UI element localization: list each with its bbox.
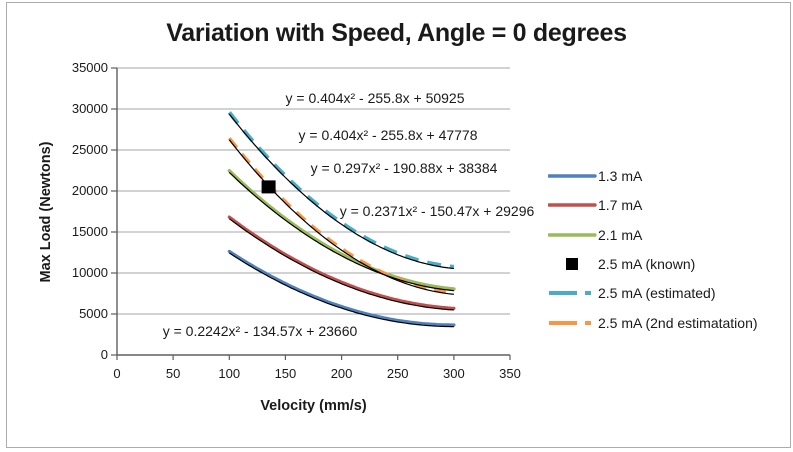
series-curves (227, 111, 456, 327)
curve-2-5-mA-estimated- (227, 111, 455, 269)
legend-label: 2.5 mA (2nd estimatation) (598, 314, 758, 331)
legend-dashed-line-swatch (549, 291, 597, 296)
curve-2-1-mA (227, 169, 456, 291)
x-tick-label: 200 (330, 366, 353, 381)
legend-item-2-1-mA: 2.1 mA (548, 224, 642, 246)
y-tick-label: 5000 (79, 306, 108, 321)
legend-label: 1.3 mA (598, 168, 643, 184)
trendline-equation-label: y = 0.297x² - 190.88x + 38384 (310, 160, 498, 176)
legend-label: 1.7 mA (598, 197, 643, 214)
y-tick-label: 35000 (71, 60, 108, 75)
trendline-equation-label: y = 0.2242x² - 134.57x + 23660 (162, 323, 358, 339)
legend-label: 2.1 mA (598, 226, 643, 243)
legend-label: 2.5 mA (estimated) (598, 285, 716, 302)
x-tick-label: 50 (165, 366, 181, 381)
legend-line-swatch (548, 174, 597, 178)
trendline-equation-label: y = 0.404x² - 255.8x + 50925 (285, 90, 465, 106)
x-tick-label: 350 (499, 366, 521, 381)
axes (116, 68, 510, 356)
legend-item-2-5-mA-2nd-estimatation-: 2.5 mA (2nd estimatation) (548, 312, 758, 334)
legend-marker-square (566, 257, 578, 270)
curve-1-3-mA (227, 249, 456, 327)
y-tick-label: 25000 (71, 142, 108, 157)
legend-dashed-line-swatch (549, 320, 597, 325)
chart-title: Variation with Speed, Angle = 0 degrees (166, 19, 627, 47)
x-tick-label: 0 (113, 366, 121, 381)
chart-border (6, 2, 791, 448)
legend-item-2-5-mA-estimated-: 2.5 mA (estimated) (548, 282, 716, 304)
legend-label: 2.5 mA (known) (598, 255, 696, 272)
x-tick-label: 300 (442, 366, 465, 381)
x-tick-label: 100 (218, 366, 241, 381)
y-tick-label: 20000 (71, 183, 108, 198)
legend-line-swatch (548, 203, 597, 207)
x-tick-label: 250 (386, 366, 409, 381)
trendlines (228, 113, 454, 328)
y-axis-title: Max Load (Newtons) (38, 141, 54, 283)
y-tick-label: 15000 (71, 224, 108, 239)
known-point-marker (261, 180, 276, 194)
legend-item-1-7-mA: 1.7 mA (548, 194, 642, 216)
x-tick-label: 150 (274, 366, 297, 381)
y-tick-label: 30000 (71, 101, 108, 116)
axis-tick-marks (111, 67, 511, 360)
legend-item-2-5-mA-known-: 2.5 mA (known) (548, 253, 695, 275)
curve-1-7-mA (227, 215, 456, 310)
y-tick-label: 10000 (71, 265, 108, 280)
legend-line-swatch (548, 232, 597, 237)
curve-2-5-mA-2nd-estimatation- (227, 137, 455, 295)
trendline-equation-label: y = 0.2371x² - 150.47x + 29296 (339, 203, 535, 219)
x-axis-title: Velocity (mm/s) (260, 398, 367, 414)
trendline-equation-label: y = 0.404x² - 255.8x + 47778 (298, 127, 478, 143)
legend-item-1-3-mA: 1.3 mA (548, 165, 642, 187)
y-tick-label: 0 (100, 347, 108, 362)
